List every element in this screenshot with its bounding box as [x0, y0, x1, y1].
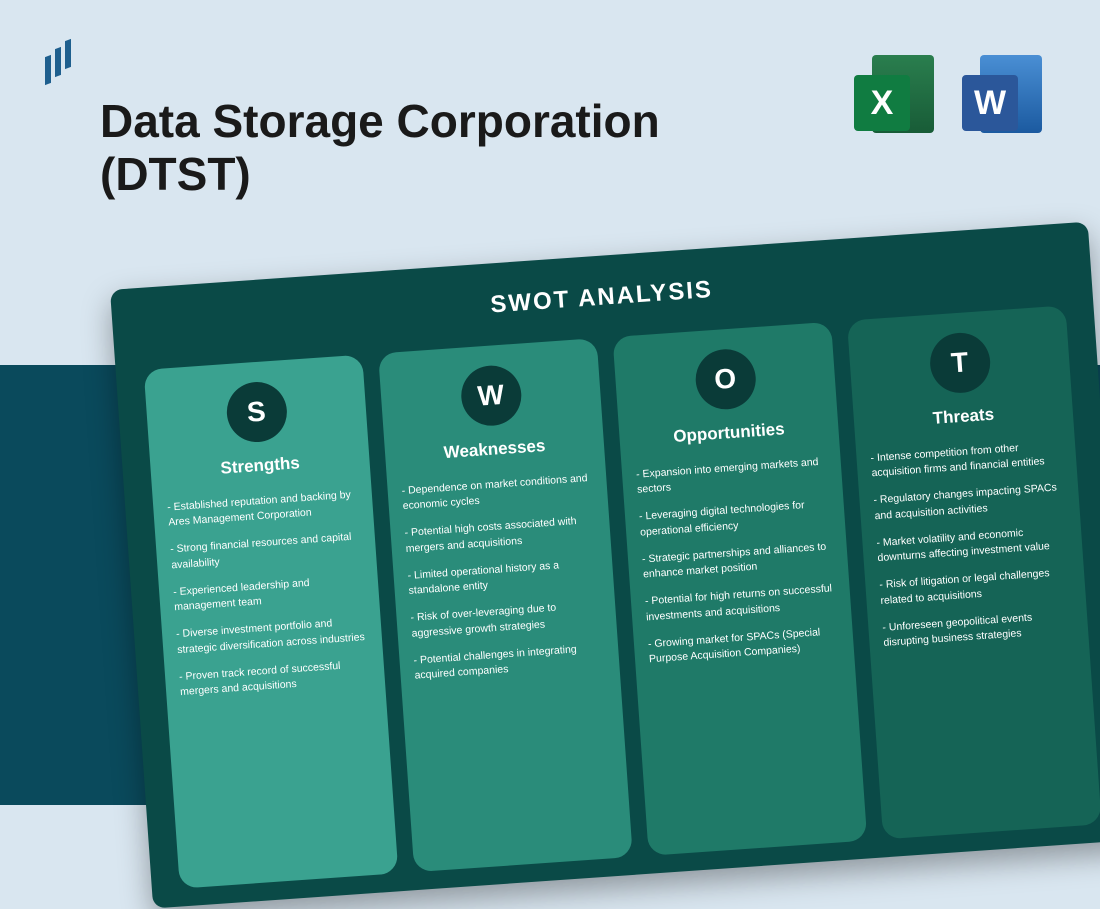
swot-item: Potential for high returns on successful…	[645, 581, 838, 625]
swot-column-label: Weaknesses	[443, 436, 546, 463]
swot-item: Risk of over-leveraging due to aggressiv…	[410, 598, 603, 642]
swot-badge-o: O	[693, 347, 757, 411]
swot-badge-w: W	[459, 364, 523, 428]
swot-item: Dependence on market conditions and econ…	[401, 471, 594, 515]
swot-item: Potential challenges in integrating acqu…	[413, 640, 606, 684]
swot-item: Established reputation and backing by Ar…	[167, 487, 360, 531]
swot-items: Dependence on market conditions and econ…	[401, 471, 605, 684]
swot-item: Potential high costs associated with mer…	[404, 513, 597, 557]
swot-item: Experienced leadership and management te…	[173, 572, 366, 616]
swot-item: Regulatory changes impacting SPACs and a…	[873, 480, 1066, 524]
excel-letter: X	[854, 75, 910, 131]
swot-badge-t: T	[928, 331, 992, 395]
swot-item: Proven track record of successful merger…	[179, 657, 372, 701]
swot-column-strengths: S Strengths Established reputation and bac…	[144, 355, 399, 889]
swot-items: Established reputation and backing by Ar…	[167, 487, 371, 700]
swot-column-label: Opportunities	[673, 419, 786, 447]
brand-logo-icon	[45, 40, 75, 90]
swot-columns: S Strengths Established reputation and bac…	[144, 305, 1100, 888]
swot-column-threats: T Threats Intense competition from other a…	[847, 305, 1100, 839]
swot-card: SWOT ANALYSIS SStrengthsEstablished repu…	[110, 222, 1100, 909]
swot-item: Limited operational history as a standal…	[407, 556, 600, 600]
swot-item: Strategic partnerships and alliances to …	[642, 539, 835, 583]
swot-column-label: Threats	[932, 405, 995, 429]
swot-column-opportunities: O Opportunities Expansion into emerging ma…	[613, 322, 868, 856]
page-title: Data Storage Corporation (DTST)	[100, 95, 740, 201]
excel-icon: X	[854, 55, 942, 143]
swot-items: Intense competition from other acquisiti…	[870, 438, 1074, 651]
swot-item: Strong financial resources and capital a…	[170, 530, 363, 574]
file-type-icons: X W	[854, 55, 1050, 143]
swot-item: Diverse investment portfolio and strateg…	[176, 614, 369, 658]
swot-item: Growing market for SPACs (Special Purpos…	[648, 624, 841, 668]
swot-items: Expansion into emerging markets and sect…	[636, 454, 840, 667]
swot-column-label: Strengths	[220, 453, 301, 478]
swot-item: Market volatility and economic downturns…	[876, 523, 1069, 567]
swot-column-weaknesses: W Weaknesses Dependence on market conditio…	[378, 338, 633, 872]
word-letter: W	[962, 75, 1018, 131]
swot-item: Expansion into emerging markets and sect…	[636, 454, 829, 498]
swot-item: Leveraging digital technologies for oper…	[639, 497, 832, 541]
swot-item: Unforeseen geopolitical events disruptin…	[882, 607, 1075, 651]
swot-item: Intense competition from other acquisiti…	[870, 438, 1063, 482]
swot-badge-s: S	[224, 380, 288, 444]
swot-item: Risk of litigation or legal challenges r…	[879, 565, 1072, 609]
word-icon: W	[962, 55, 1050, 143]
